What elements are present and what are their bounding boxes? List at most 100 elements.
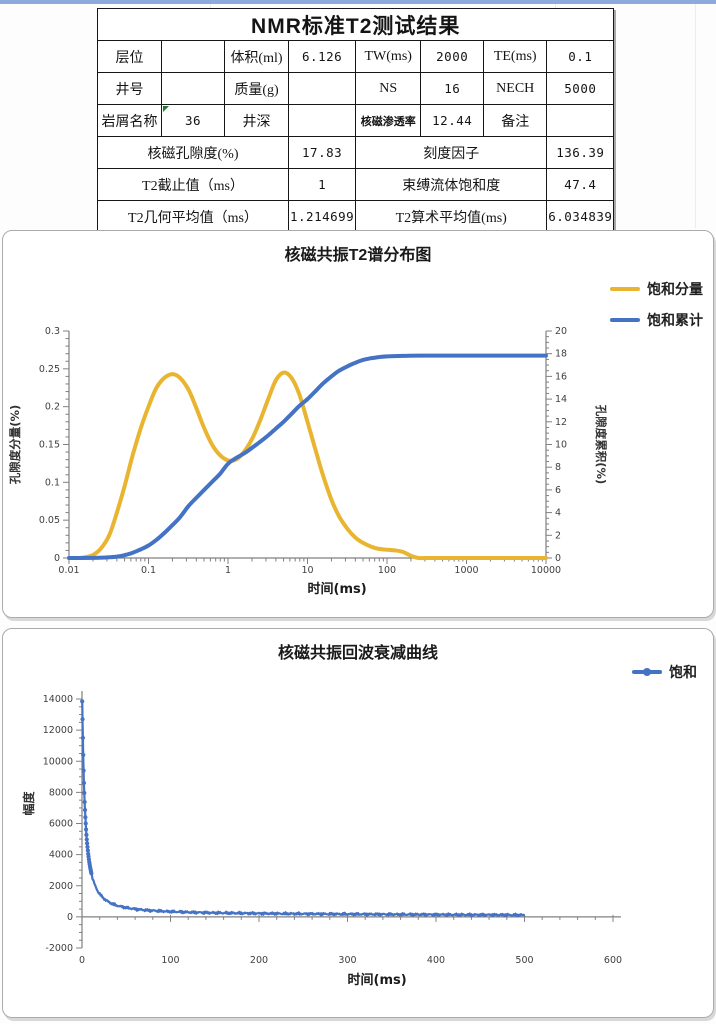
svg-text:200: 200 xyxy=(250,955,268,966)
legend-swatch xyxy=(632,668,662,676)
table-cell-r3c3: 井深 xyxy=(224,104,289,137)
table-cell-r3c1: 岩屑名称 xyxy=(97,104,162,137)
echo-decay-chart: -2000 0 2000 4000 6000 8000 10000 12000 14000 0 10… xyxy=(21,691,622,988)
table-cell-r5c2: 1 xyxy=(287,168,357,201)
table-cell-r3c4 xyxy=(287,104,357,137)
svg-text:10: 10 xyxy=(301,565,313,576)
svg-text:0.3: 0.3 xyxy=(45,326,60,337)
saturation-component-curve xyxy=(67,370,548,561)
table-cell-r2c3: 质量(g) xyxy=(224,72,289,105)
svg-text:时间(ms): 时间(ms) xyxy=(348,972,407,988)
svg-text:0: 0 xyxy=(555,553,561,564)
table-cell-r4c3: 刻度因子 xyxy=(355,136,548,169)
legend-swatch xyxy=(610,287,640,291)
svg-text:10: 10 xyxy=(555,440,567,451)
svg-text:0.25: 0.25 xyxy=(39,364,60,375)
svg-text:20: 20 xyxy=(555,326,567,337)
legend-item: 饱和分量 xyxy=(610,279,703,299)
svg-text:0.1: 0.1 xyxy=(141,565,156,576)
table-cell-r3c5: 核磁渗透率 xyxy=(355,104,422,137)
report-title: NMR标准T2测试结果 xyxy=(96,8,615,41)
window-top-strip xyxy=(0,0,716,4)
svg-text:0: 0 xyxy=(67,912,73,923)
table-cell-r3c2: 36 xyxy=(161,104,225,137)
svg-text:12: 12 xyxy=(555,417,567,428)
svg-text:1000: 1000 xyxy=(454,565,478,576)
svg-text:6000: 6000 xyxy=(49,819,73,830)
svg-text:100: 100 xyxy=(161,955,179,966)
svg-text:2: 2 xyxy=(555,530,561,541)
echo-decay-chart-title: 核磁共振回波衰减曲线 xyxy=(277,645,438,662)
svg-text:时间(ms): 时间(ms) xyxy=(308,581,367,597)
svg-text:孔隙度分量(%): 孔隙度分量(%) xyxy=(8,405,22,485)
table-cell-r1c2 xyxy=(161,40,225,73)
echo-decay-panel: -2000 0 2000 4000 6000 8000 10000 12000 14000 0 10… xyxy=(2,628,714,1018)
table-cell-r6c4: 6.034839 xyxy=(546,200,615,233)
svg-text:0.2: 0.2 xyxy=(45,402,60,413)
svg-text:0: 0 xyxy=(54,553,60,564)
table-cell-r2c7: NECH xyxy=(483,72,548,105)
svg-text:0.01: 0.01 xyxy=(58,565,79,576)
table-cell-r3c8 xyxy=(546,104,615,137)
table-cell-r2c6: 16 xyxy=(420,72,485,105)
svg-text:孔隙度累积(%): 孔隙度累积(%) xyxy=(594,405,608,485)
legend-item: 饱和 xyxy=(632,662,697,682)
svg-text:0.15: 0.15 xyxy=(39,440,60,451)
svg-text:4000: 4000 xyxy=(49,850,73,861)
saturation-cumulative-curve xyxy=(67,353,548,560)
echo-decay-legend: 饱和 xyxy=(632,662,697,682)
table-cell-r1c1: 层位 xyxy=(97,40,162,73)
table-cell-r6c3: T2算术平均值(ms) xyxy=(355,200,548,233)
table-cell-r4c1: 核磁孔隙度(%) xyxy=(97,136,289,169)
table-cell-r6c2: 1.214699 xyxy=(287,200,357,233)
table-cell-r2c2 xyxy=(161,72,225,105)
svg-text:8: 8 xyxy=(555,462,561,473)
legend-label: 饱和分量 xyxy=(647,281,703,297)
svg-text:1: 1 xyxy=(225,565,231,576)
svg-text:6: 6 xyxy=(555,485,561,496)
table-cell-r4c4: 136.39 xyxy=(546,136,615,169)
svg-text:18: 18 xyxy=(555,349,567,360)
svg-text:12000: 12000 xyxy=(43,725,73,736)
legend-swatch xyxy=(610,318,640,322)
table-cell-r1c6: 2000 xyxy=(420,40,485,73)
svg-text:14000: 14000 xyxy=(43,694,73,705)
table-cell-r1c8: 0.1 xyxy=(546,40,615,73)
legend-item: 饱和累计 xyxy=(610,310,703,330)
table-cell-r2c1: 井号 xyxy=(97,72,162,105)
svg-text:0: 0 xyxy=(79,955,85,966)
svg-text:300: 300 xyxy=(338,955,356,966)
svg-text:600: 600 xyxy=(604,955,622,966)
svg-text:16: 16 xyxy=(555,371,567,382)
table-cell-r1c5: TW(ms) xyxy=(355,40,422,73)
table-cell-r2c5: NS xyxy=(355,72,422,105)
table-cell-r3c6: 12.44 xyxy=(420,104,485,137)
table-cell-r2c8: 5000 xyxy=(546,72,615,105)
excel-gridline xyxy=(695,4,696,228)
svg-text:幅度: 幅度 xyxy=(21,791,36,816)
table-cell-r1c7: TE(ms) xyxy=(483,40,548,73)
table-cell-r3c7: 备注 xyxy=(483,104,548,137)
t2-spectrum-legend: 饱和分量 饱和累计 xyxy=(610,279,703,330)
svg-text:100: 100 xyxy=(378,565,396,576)
svg-text:2000: 2000 xyxy=(49,881,73,892)
table-cell-r2c4 xyxy=(287,72,357,105)
svg-text:-2000: -2000 xyxy=(45,943,73,954)
svg-text:0.05: 0.05 xyxy=(39,515,60,526)
legend-label: 饱和 xyxy=(669,664,697,680)
table-cell-r1c4: 6.126 xyxy=(287,40,357,73)
table-cell-r5c4: 47.4 xyxy=(546,168,615,201)
t2-spectrum-chart: 0 0.05 0.1 0.15 0.2 0.25 0.3 0 2 4 6 8 10 12 14 16 18 20 0… xyxy=(8,326,608,597)
svg-text:14: 14 xyxy=(555,394,567,405)
table-cell-r6c1: T2几何平均值（ms） xyxy=(97,200,289,233)
t2-spectrum-chart-title: 核磁共振T2谱分布图 xyxy=(284,247,432,264)
svg-text:10000: 10000 xyxy=(531,565,561,576)
legend-label: 饱和累计 xyxy=(647,312,703,328)
table-cell-r4c2: 17.83 xyxy=(287,136,357,169)
table-cell-r5c1: T2截止值（ms） xyxy=(97,168,289,201)
table-cell-r1c3: 体积(ml) xyxy=(224,40,289,73)
decay-curve xyxy=(81,701,526,918)
svg-text:0.1: 0.1 xyxy=(45,477,60,488)
table-cell-r5c3: 束缚流体饱和度 xyxy=(355,168,548,201)
